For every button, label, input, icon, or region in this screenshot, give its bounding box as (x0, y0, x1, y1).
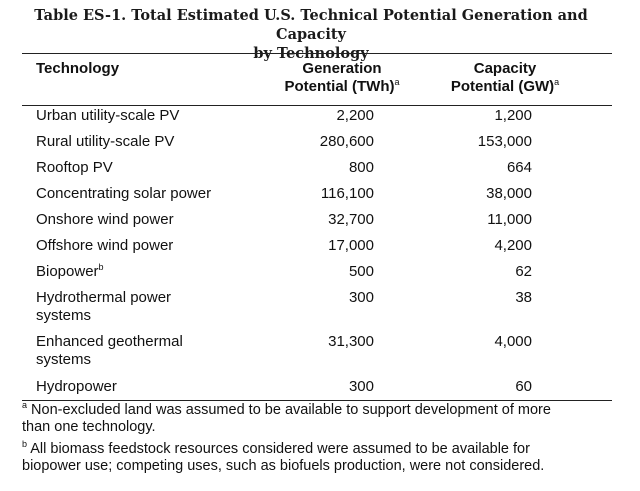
row-technology-name-text: Rooftop PV (36, 159, 113, 176)
footnote-a-line-1: a Non-excluded land was assumed to be av… (22, 400, 628, 419)
row-technology-name-line-1: Biopowerb (36, 263, 256, 281)
row-technology-name: Hydropower (36, 378, 256, 396)
row-capacity-value: 62 (515, 263, 532, 280)
row-technology-name-text: Enhanced geothermal (36, 333, 183, 350)
footnote-a: a Non-excluded land was assumed to be av… (22, 400, 628, 436)
header-generation-footnote-marker: a (394, 77, 400, 87)
row-generation-value: 280,600 (319, 133, 374, 150)
row-capacity-value: 38,000 (486, 185, 532, 202)
row-technology-name-line-1: Rural utility-scale PV (36, 133, 256, 151)
header-generation-line-1: Generation (302, 60, 382, 77)
bottom-rule (22, 400, 612, 401)
row-capacity-value: 4,000 (494, 333, 532, 350)
header-capacity-text: Potential (GW) (450, 78, 555, 95)
row-capacity-value: 11,000 (487, 211, 532, 228)
header-rule (22, 105, 612, 106)
row-generation-value: 116,100 (320, 185, 374, 202)
row-technology-name-text: Rural utility-scale PV (36, 133, 175, 150)
row-technology-name: Biopowerb (36, 263, 256, 281)
row-capacity-value: 60 (515, 378, 532, 395)
header-technology: Technology (36, 60, 120, 77)
row-technology-name-line-1: Onshore wind power (36, 211, 256, 229)
row-technology-name: Onshore wind power (36, 211, 256, 229)
row-technology-name-text: Urban utility-scale PV (36, 107, 180, 124)
header-generation-text: Potential (TWh) (284, 78, 395, 95)
header-capacity-line-2: Potential (GW)a (436, 78, 574, 96)
footnote-b: b All biomass feedstock resources consid… (22, 439, 628, 475)
row-generation-value: 300 (348, 378, 374, 395)
footnote-a-line-2: than one technology. (22, 419, 156, 435)
footnote-b-line-2: biopower use; competing uses, such as bi… (22, 458, 545, 474)
row-generation-value: 2,200 (336, 107, 374, 124)
row-generation-value: 32,700 (328, 211, 374, 228)
footnote-a-text: Non-excluded land was assumed to be avai… (31, 402, 551, 418)
row-technology-name-line-1: Hydrothermal power (36, 289, 256, 307)
row-technology-name: Rural utility-scale PV (36, 133, 256, 151)
row-capacity-value: 1,200 (494, 107, 532, 124)
table-title: Table ES-1. Total Estimated U.S. Technic… (0, 6, 622, 63)
row-technology-name-line-2: systems (36, 307, 92, 324)
row-technology-name: Concentrating solar power (36, 185, 256, 203)
footnote-b-text: All biomass feedstock resources consider… (30, 441, 530, 457)
top-rule (22, 53, 612, 54)
row-technology-name-text: Concentrating solar power (36, 185, 212, 202)
row-technology-name-line-1: Urban utility-scale PV (36, 107, 256, 125)
header-capacity-line-1: Capacity (473, 60, 537, 77)
header-capacity-footnote-marker: a (554, 77, 560, 87)
row-technology-name-line-1: Enhanced geothermal (36, 333, 256, 351)
row-generation-value: 31,300 (328, 333, 374, 350)
row-generation-value: 17,000 (328, 237, 374, 254)
row-technology-name: Hydrothermal power systems (36, 289, 256, 325)
header-generation: Generation Potential (TWh)a (266, 60, 418, 96)
row-technology-name-text: Hydropower (36, 378, 117, 395)
footnote-a-marker: a (22, 400, 28, 411)
row-technology-name: Urban utility-scale PV (36, 107, 256, 125)
header-generation-line-2: Potential (TWh)a (266, 78, 418, 96)
row-capacity-value: 38 (515, 289, 532, 306)
footnote-b-line-1: b All biomass feedstock resources consid… (22, 439, 628, 458)
row-technology-name-text: Hydrothermal power (36, 289, 172, 306)
footnote-b-marker: b (22, 439, 28, 450)
row-technology-name-line-1: Concentrating solar power (36, 185, 256, 203)
row-technology-name: Enhanced geothermal systems (36, 333, 256, 369)
row-technology-name-text: Onshore wind power (36, 211, 174, 228)
row-generation-value: 300 (348, 289, 374, 306)
row-technology-name: Rooftop PV (36, 159, 256, 177)
row-technology-name-line-1: Rooftop PV (36, 159, 256, 177)
row-technology-name: Offshore wind power (36, 237, 256, 255)
row-capacity-value: 153,000 (477, 133, 532, 150)
table-title-line-1: Table ES-1. Total Estimated U.S. Technic… (34, 7, 588, 43)
row-technology-name-line-2: systems (36, 351, 92, 368)
row-technology-name-text: Offshore wind power (36, 237, 174, 254)
row-technology-name-line-1: Hydropower (36, 378, 256, 396)
row-footnote-marker: b (98, 262, 104, 272)
row-technology-name-line-1: Offshore wind power (36, 237, 256, 255)
header-capacity: Capacity Potential (GW)a (436, 60, 574, 96)
row-technology-name-text: Biopower (36, 263, 99, 280)
row-capacity-value: 664 (506, 159, 532, 176)
row-capacity-value: 4,200 (494, 237, 532, 254)
row-generation-value: 500 (348, 263, 374, 280)
row-generation-value: 800 (348, 159, 374, 176)
